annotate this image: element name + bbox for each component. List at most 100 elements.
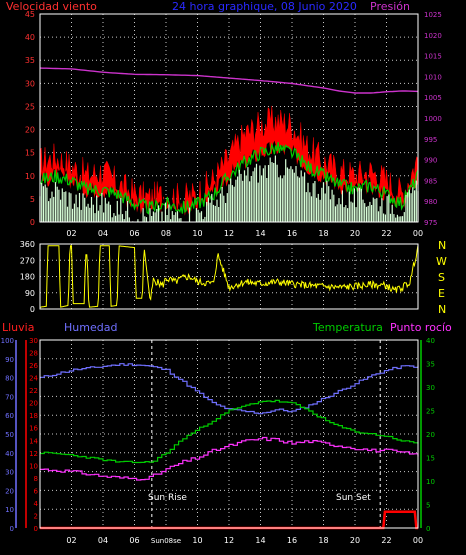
rain-y-tick: 12	[29, 450, 38, 458]
wind-y-tick: 15	[25, 149, 35, 158]
rain-label: Lluvia	[2, 321, 34, 334]
wind-direction-chart: 0 90 180 270 360 N W S E N	[20, 239, 447, 316]
direction-y-tick: 90	[25, 289, 35, 298]
humidity-y-tick: 10	[5, 506, 14, 514]
pressure-y-tick: 990	[424, 157, 437, 165]
dew-point-line	[40, 436, 419, 481]
rain-y-tick: 2	[34, 512, 38, 520]
rain-y-tick: 14	[29, 437, 38, 445]
rain-y-tick: 28	[29, 350, 38, 358]
lower-x-tick: 22	[381, 536, 391, 545]
humidity-y-tick: 80	[5, 375, 14, 383]
pressure-y-tick: 1000	[424, 115, 442, 123]
lower-x-tick: Sun08se	[151, 537, 181, 545]
compass-s: S	[438, 271, 445, 284]
wind-y-tick: 40	[25, 33, 35, 42]
lower-axes: 0102030405060708090100024681012141618202…	[1, 337, 435, 545]
wind-speed-label: Velocidad viento	[6, 0, 97, 13]
wind-x-tick: 22	[381, 229, 391, 238]
temperature-line	[40, 399, 419, 464]
temperature-y-tick: 40	[426, 337, 435, 345]
pressure-y-tick: 1005	[424, 94, 442, 102]
rain-y-tick: 20	[29, 400, 38, 408]
pressure-y-tick: 985	[424, 177, 437, 185]
lower-x-tick: 00	[413, 536, 423, 545]
wind-y-tick: 20	[25, 126, 35, 135]
wind-series	[39, 67, 419, 223]
direction-axes: 0 90 180 270 360	[20, 240, 419, 314]
temperature-y-tick: 20	[426, 431, 435, 439]
chart-title: 24 hora graphique, 08 Junio 2020	[172, 0, 357, 13]
compass-labels: N W S E N	[436, 239, 447, 316]
rain-y-tick: 8	[34, 475, 38, 483]
humidity-label: Humedad	[64, 321, 117, 334]
rain-y-tick: 18	[29, 412, 38, 420]
humidity-y-tick: 100	[1, 337, 14, 345]
lower-x-tick: 04	[98, 536, 108, 545]
wind-x-tick: 08	[161, 229, 171, 238]
temperature-y-tick: 5	[426, 502, 430, 510]
compass-w: W	[436, 255, 447, 268]
rain-y-tick: 24	[29, 375, 38, 383]
humidity-y-tick: 20	[5, 487, 14, 495]
wind-x-tick: 00	[413, 229, 423, 238]
rain-y-tick: 30	[29, 337, 38, 345]
wind-x-tick: 06	[129, 229, 139, 238]
temperature-y-tick: 0	[426, 525, 430, 533]
pressure-y-tick: 1025	[424, 11, 442, 19]
pressure-label: Presión	[370, 0, 410, 13]
sunset-label: Sun Set	[336, 493, 371, 503]
wind-avg-line	[39, 142, 419, 215]
direction-y-tick: 270	[20, 256, 35, 265]
compass-n-top: N	[438, 239, 446, 252]
pressure-line	[39, 67, 419, 94]
humidity-temperature-chart: Lluvia Humedad Temperatura Punto rocío 0…	[1, 321, 452, 545]
lower-x-tick: 20	[350, 536, 360, 545]
direction-y-tick: 0	[30, 305, 35, 314]
wind-x-tick: 04	[98, 229, 108, 238]
wind-y-tick: 45	[25, 10, 35, 19]
humidity-y-tick: 50	[5, 431, 14, 439]
wind-y-tick: 10	[25, 172, 35, 181]
wind-plot-frame	[39, 13, 419, 223]
temperature-y-tick: 35	[426, 361, 435, 369]
rain-y-tick: 16	[29, 425, 38, 433]
wind-y-tick: 35	[25, 56, 35, 65]
wind-pressure-chart: Velocidad viento 24 hora graphique, 08 J…	[6, 0, 442, 238]
wind-x-tick: 18	[318, 229, 328, 238]
pressure-y-tick: 1010	[424, 73, 442, 81]
pressure-y-tick: 980	[424, 198, 437, 206]
lower-x-tick: 10	[192, 536, 202, 545]
temperature-y-tick: 10	[426, 478, 435, 486]
lower-x-tick: 06	[129, 536, 139, 545]
humidity-line	[40, 363, 419, 415]
direction-series	[39, 245, 419, 308]
pressure-y-tick: 995	[424, 136, 437, 144]
wind-x-tick: 10	[192, 229, 202, 238]
wind-y-tick: 0	[30, 218, 35, 227]
rain-y-tick: 4	[34, 500, 39, 508]
rain-y-tick: 26	[29, 362, 38, 370]
temperature-y-tick: 25	[426, 408, 435, 416]
rain-y-tick: 10	[29, 462, 38, 470]
sunrise-label: Sun Rise	[148, 493, 187, 503]
rain-y-tick: 6	[34, 487, 39, 495]
humidity-y-tick: 0	[10, 525, 14, 533]
temperature-y-tick: 30	[426, 384, 435, 392]
wind-direction-line	[39, 245, 419, 308]
wind-y-tick: 30	[25, 79, 35, 88]
wind-x-tick: 12	[224, 229, 234, 238]
humidity-y-tick: 40	[5, 450, 14, 458]
temperature-label: Temperatura	[312, 321, 383, 334]
lower-x-tick: 02	[66, 536, 76, 545]
wind-y-tick: 25	[25, 102, 35, 111]
lower-x-tick: 14	[255, 536, 265, 545]
lower-x-tick: 18	[318, 536, 328, 545]
pressure-y-tick: 1020	[424, 32, 442, 40]
humidity-y-tick: 90	[5, 356, 14, 364]
lower-plot-frame	[39, 339, 419, 529]
wind-x-tick: 20	[350, 229, 360, 238]
wind-axes: 0510152025303540459759809859909951000100…	[25, 10, 442, 238]
